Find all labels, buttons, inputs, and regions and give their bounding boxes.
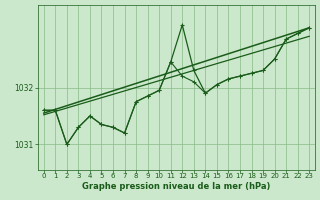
X-axis label: Graphe pression niveau de la mer (hPa): Graphe pression niveau de la mer (hPa) (82, 182, 271, 191)
